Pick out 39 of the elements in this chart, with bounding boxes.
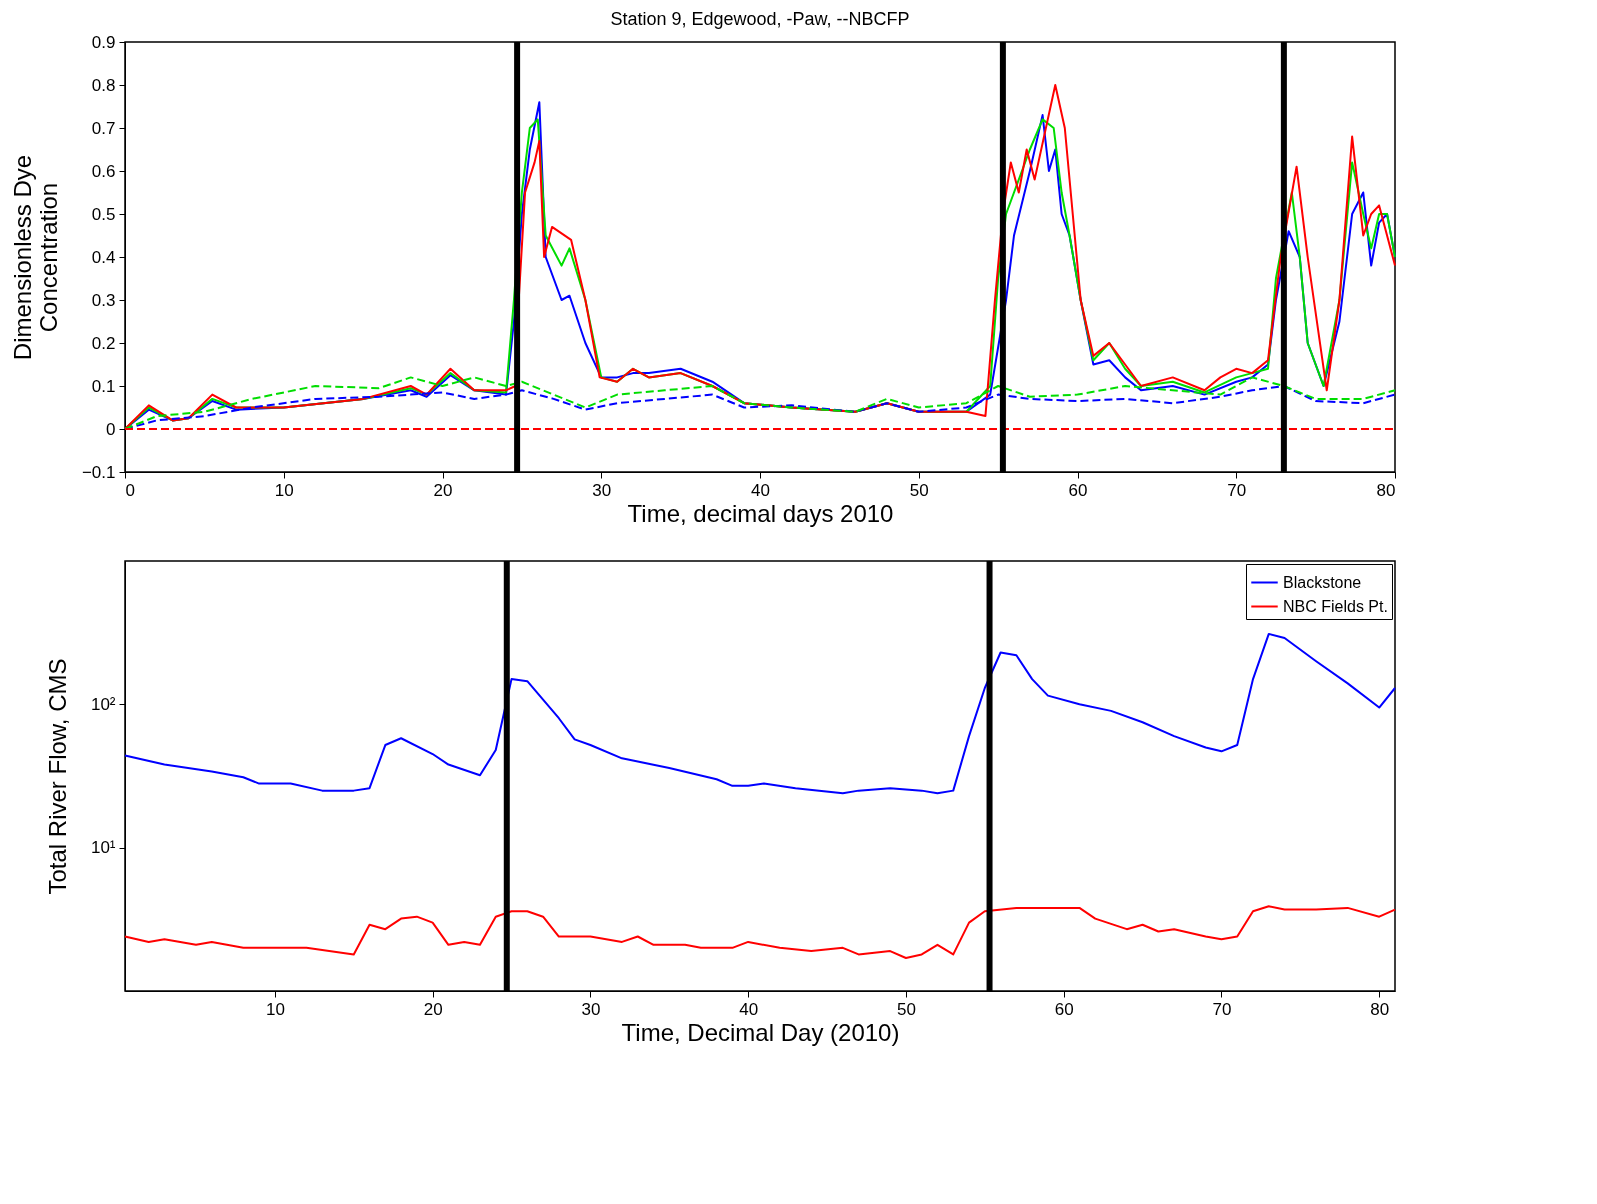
x-tick-label: 70 [1212, 999, 1232, 1019]
y-tick-label: 0 [106, 419, 116, 439]
x-tick-label: 50 [909, 480, 929, 500]
x-tick-label: 20 [433, 480, 453, 500]
y-axis-title: Total River Flow, CMS [43, 658, 71, 895]
x-tick-label: 80 [1376, 480, 1396, 500]
y-tick-label: 0.3 [91, 290, 116, 310]
y-tick-label: 0.5 [91, 204, 116, 224]
x-tick-label: 20 [423, 999, 443, 1019]
legend-label: NBC Fields Pt. [1283, 597, 1388, 615]
y-tick-label: 0.8 [91, 75, 116, 95]
x-tick-label: 70 [1227, 480, 1247, 500]
x-tick-label: 10 [265, 999, 285, 1019]
y-tick-label: 10¹ [90, 838, 116, 858]
y-tick-label: 0.2 [91, 333, 116, 353]
x-tick-label: 50 [896, 999, 916, 1019]
x-tick-label: 40 [751, 480, 770, 500]
x-axis-title: Time, Decimal Day (2010) [621, 1018, 900, 1046]
x-tick-label: 60 [1068, 480, 1088, 500]
y-tick-label: 0.4 [91, 247, 116, 267]
x-tick-label: 40 [739, 999, 759, 1019]
x-tick-label: 30 [581, 999, 601, 1019]
x-tick-label: 10 [274, 480, 294, 500]
y-tick-label: 0.9 [91, 32, 116, 52]
x-axis-title: Time, decimal days 2010 [627, 499, 894, 527]
y-tick-label: 0.6 [91, 161, 116, 181]
line-series [124, 632, 1396, 795]
x-tick-label: 80 [1370, 999, 1390, 1019]
legend-label: Blackstone [1283, 573, 1362, 591]
line-series [124, 905, 1396, 959]
y-tick-label: 0.7 [91, 118, 116, 138]
y-tick-label: 0.1 [91, 376, 116, 396]
chart-title: Station 9, Edgewood, -Paw, --NBCFP [610, 9, 910, 29]
y-tick-label: −0.1 [81, 462, 116, 482]
y-axis-title: Dimensionless Dye Concentration [8, 154, 62, 361]
y-tick-label: 10² [90, 694, 116, 714]
x-tick-label: 30 [592, 480, 612, 500]
x-tick-label: 60 [1054, 999, 1074, 1019]
x-tick-label: 0 [125, 480, 135, 500]
